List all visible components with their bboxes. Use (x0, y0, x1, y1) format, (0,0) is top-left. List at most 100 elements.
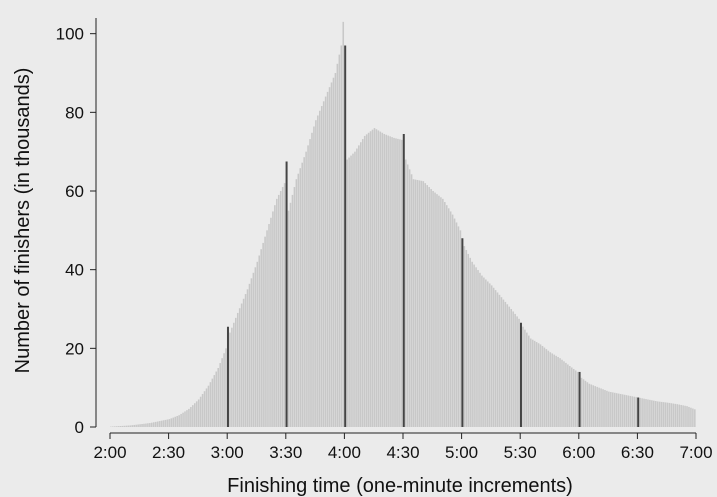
histogram-bar (653, 400, 655, 427)
histogram-bar (410, 174, 413, 427)
x-tick-label: 3:30 (269, 443, 302, 462)
histogram-bar (395, 138, 397, 427)
histogram-bar (197, 399, 200, 427)
histogram-bar (467, 253, 470, 427)
histogram-bar (576, 371, 579, 427)
histogram-bar (235, 317, 237, 427)
histogram-bar (352, 153, 354, 427)
histogram-bar (623, 394, 626, 427)
histogram-bar (596, 386, 598, 427)
histogram-bar (176, 415, 178, 427)
histogram-bar (494, 290, 497, 427)
histogram-bar (293, 187, 296, 427)
histogram-bar (539, 344, 542, 427)
histogram-bar (688, 406, 690, 427)
histogram-bar (694, 409, 696, 427)
histogram-bar (551, 353, 554, 427)
histogram-bar (381, 132, 384, 427)
histogram-bar (295, 179, 298, 427)
x-tick-label: 5:00 (445, 443, 478, 462)
bars-group (110, 21, 696, 428)
histogram-bar (151, 422, 153, 427)
histogram-bar (324, 96, 327, 427)
histogram-bar (592, 385, 595, 427)
histogram-bar (317, 115, 319, 427)
histogram-bar (369, 131, 372, 428)
histogram-bar (250, 278, 253, 427)
histogram-bar (274, 205, 276, 427)
histogram-bar (672, 403, 675, 427)
histogram-bar (133, 424, 136, 427)
histogram-bar (375, 129, 378, 427)
histogram-bar (385, 134, 387, 427)
histogram-bar (119, 426, 122, 427)
histogram-bar (434, 192, 436, 427)
histogram-bar (137, 424, 139, 427)
histogram-bar (455, 222, 458, 427)
y-tick-label: 40 (65, 261, 84, 280)
histogram-bar (496, 292, 499, 427)
x-ticks-group: 2:00 2:30 3:00 3:30 4:00 4:30 5:00 5:30 6:00 6:30… (93, 433, 713, 462)
histogram-bar (664, 402, 667, 427)
histogram-bar (537, 343, 540, 427)
histogram-bar (481, 275, 483, 427)
histogram-bar (387, 135, 389, 428)
histogram-bar (447, 208, 450, 427)
histogram-bar (139, 424, 141, 427)
histogram-bar (354, 151, 356, 427)
histogram-bar (418, 180, 421, 427)
histogram-bar (272, 211, 274, 427)
histogram-bar (289, 202, 292, 427)
histogram-bar (678, 404, 680, 427)
histogram-bar (633, 396, 636, 427)
histogram-bar (332, 77, 335, 427)
histogram-bar (113, 426, 116, 427)
histogram-bar (619, 393, 622, 427)
histogram-bar (498, 294, 501, 427)
histogram-bar (426, 185, 429, 427)
histogram-bar (338, 54, 341, 428)
histogram-bar (254, 267, 257, 427)
histogram-bar (629, 395, 632, 427)
histogram-bar (350, 155, 352, 427)
histogram-bar (522, 326, 524, 427)
histogram-bar (686, 406, 688, 427)
histogram-bar (127, 425, 130, 427)
histogram-bar (242, 298, 245, 427)
histogram-bar (315, 120, 317, 427)
histogram-bar (432, 191, 434, 427)
histogram-bar (305, 151, 307, 427)
histogram-bar (358, 145, 360, 427)
histogram-bar (158, 421, 161, 427)
histogram-bar (590, 384, 593, 427)
histogram-bar (535, 342, 538, 427)
histogram-bar (643, 398, 645, 427)
histogram-bar (217, 368, 219, 427)
histogram-bar (262, 242, 264, 427)
histogram-bar (518, 318, 520, 427)
histogram-bar (547, 350, 550, 427)
histogram-bar (529, 338, 532, 427)
histogram-bar (125, 425, 128, 427)
histogram-bar (367, 132, 370, 427)
histogram-bar (252, 272, 255, 427)
histogram-bar (201, 393, 204, 427)
histogram-bar (223, 353, 225, 427)
histogram-bar (154, 421, 157, 427)
histogram-bar (654, 401, 657, 427)
histogram-bar (117, 426, 120, 427)
histogram-bar (229, 332, 231, 427)
x-tick-label: 6:00 (562, 443, 595, 462)
histogram-bar (361, 139, 364, 427)
histogram-bar (531, 339, 534, 427)
x-tick-label: 2:30 (152, 443, 185, 462)
histogram-bar (442, 198, 444, 427)
histogram-bar (479, 272, 481, 427)
histogram-bar (219, 363, 221, 427)
histogram-bar (145, 423, 147, 427)
histogram-bar (393, 137, 395, 427)
histogram-bar (260, 249, 262, 427)
histogram-bar (570, 367, 573, 427)
histogram-bar (506, 304, 509, 427)
histogram-bar (404, 159, 407, 428)
